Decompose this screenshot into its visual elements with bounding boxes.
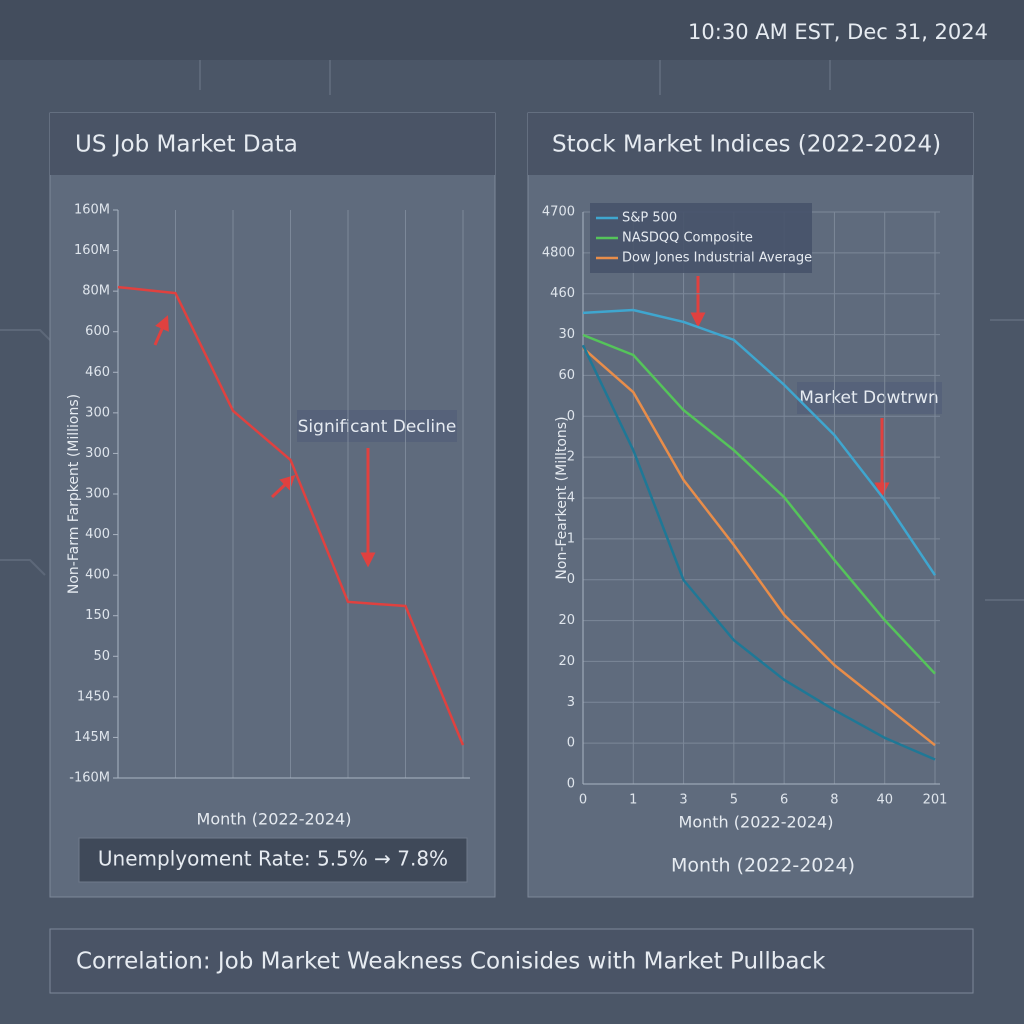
y-tick-label: 20 <box>558 654 575 669</box>
y-axis-label: Non-Farm Farpkent (Millions) <box>66 394 82 594</box>
y-tick-label: 300 <box>85 487 110 502</box>
x-tick-label: 3 <box>679 793 687 808</box>
legend-label: Dow Jones Industrial Average <box>622 251 812 266</box>
y-tick-label: 160M <box>74 203 110 218</box>
y-tick-label: 0 <box>567 777 575 792</box>
panel-header <box>528 113 973 175</box>
legend-box <box>590 203 812 273</box>
y-tick-label: 4700 <box>542 205 575 220</box>
x-tick-label: 40 <box>876 793 893 808</box>
x-axis-label: Month (2022-2024) <box>197 810 352 829</box>
legend-label: S&P 500 <box>622 211 677 226</box>
x-tick-label: 6 <box>780 793 788 808</box>
y-tick-label: 460 <box>85 365 110 380</box>
annotation-box <box>797 382 942 414</box>
y-axis-label: Non-Fearkent (Milltons) <box>554 416 570 579</box>
series-line <box>582 308 937 576</box>
y-tick-label: 0 <box>567 572 575 587</box>
y-tick-label: 1450 <box>77 689 110 704</box>
series-line <box>581 344 936 761</box>
summary-box <box>78 837 468 883</box>
x-tick-label: 1 <box>629 793 637 808</box>
series-line <box>117 285 465 746</box>
y-tick-label: 2 <box>567 450 575 465</box>
y-tick-label: 300 <box>85 405 110 420</box>
y-tick-label: -160M <box>69 771 110 786</box>
footer: Correlation: Job Market Weakness Conisid… <box>76 949 826 975</box>
annotation: Significant Decline <box>298 417 457 437</box>
y-tick-label: 145M <box>74 730 110 745</box>
x-tick-label: 8 <box>830 793 838 808</box>
annotation-box <box>297 410 457 442</box>
legend-label: NASDQQ Composite <box>622 231 753 246</box>
y-tick-label: 30 <box>558 327 575 342</box>
y-tick-label: 0 <box>567 409 575 424</box>
x-tick-label: 5 <box>730 793 738 808</box>
y-tick-label: 4 <box>567 491 575 506</box>
y-tick-label: 160M <box>74 243 110 258</box>
y-tick-label: 50 <box>93 649 110 664</box>
summary: Unemplyoment Rate: 5.5% → 7.8% <box>98 847 448 871</box>
series-line <box>582 347 936 747</box>
annotation: Market Dowtrwn <box>799 388 939 408</box>
top-bar <box>0 0 1024 60</box>
y-tick-label: 3 <box>567 695 575 710</box>
y-tick-label: 20 <box>558 613 575 628</box>
y-tick-label: 60 <box>558 368 575 383</box>
y-tick-label: 400 <box>85 527 110 542</box>
panel-title: US Job Market Data <box>75 132 298 158</box>
panel-title: Stock Market Indices (2022-2024) <box>552 132 941 158</box>
x-tick-label: 201 <box>923 793 948 808</box>
y-tick-label: 0 <box>567 736 575 751</box>
y-tick-label: 1 <box>567 531 575 546</box>
y-tick-label: 600 <box>85 324 110 339</box>
annotation-arrows <box>153 276 890 568</box>
x-axis-label: Month (2022-2024) <box>679 813 834 832</box>
panel <box>49 112 496 898</box>
y-tick-label: 4800 <box>542 245 575 260</box>
x-tick-label: 0 <box>579 793 587 808</box>
panel-header <box>50 113 495 175</box>
y-tick-label: 460 <box>550 286 575 301</box>
series-line <box>582 333 936 675</box>
y-tick-label: 150 <box>85 608 110 623</box>
footer-box <box>49 928 974 994</box>
y-tick-label: 400 <box>85 568 110 583</box>
timestamp: 10:30 AM EST, Dec 31, 2024 <box>688 20 988 44</box>
y-tick-label: 80M <box>82 284 110 299</box>
y-tick-label: 300 <box>85 446 110 461</box>
x-axis-label-secondary: Month (2022-2024) <box>671 855 855 877</box>
